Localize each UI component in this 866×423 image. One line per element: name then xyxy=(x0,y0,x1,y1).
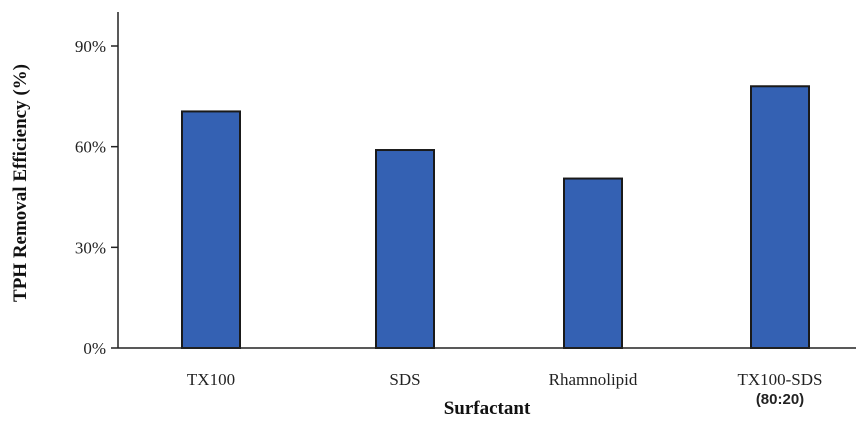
y-tick-label: 90% xyxy=(75,37,106,56)
x-axis-title: Surfactant xyxy=(444,398,531,419)
bars-group xyxy=(181,85,810,350)
bar-rhamnolipid xyxy=(563,177,623,349)
bar-tx100 xyxy=(181,110,241,349)
x-tick-sublabel: (80:20) xyxy=(756,391,804,408)
x-tick-label: TX100-SDS xyxy=(737,370,822,389)
y-axis-ticks: 0% 30% 60% 90% xyxy=(75,37,118,358)
y-tick-label: 60% xyxy=(75,138,106,157)
y-tick-label: 0% xyxy=(83,339,106,358)
x-tick-label: SDS xyxy=(389,370,420,389)
bar-tx100-sds xyxy=(750,85,810,350)
y-tick-label: 30% xyxy=(75,238,106,257)
x-tick-label: TX100 xyxy=(187,370,235,389)
y-axis-title: TPH Removal Efficiency (%) xyxy=(10,64,31,302)
x-tick-label: Rhamnolipid xyxy=(549,370,638,389)
bar-sds xyxy=(375,149,435,349)
x-axis-labels: TX100 SDS Rhamnolipid TX100-SDS (80:20) xyxy=(187,370,823,408)
